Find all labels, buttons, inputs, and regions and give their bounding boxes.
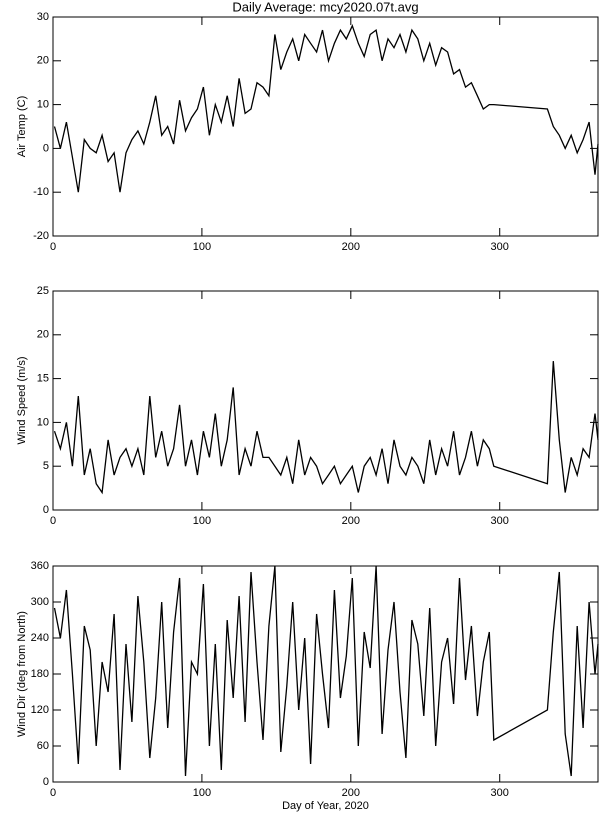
y-tick-label: 120	[31, 704, 49, 716]
x-tick-label: 300	[491, 515, 509, 527]
y-tick-label: 360	[31, 560, 49, 572]
data-line	[53, 24, 599, 193]
x-tick-label: 200	[342, 787, 360, 799]
plot-frame	[52, 16, 599, 237]
x-axis-label: Day of Year, 2020	[282, 800, 369, 812]
y-tick-label: 180	[31, 668, 49, 680]
x-tick-label: 300	[491, 787, 509, 799]
x-tick-label: 100	[193, 787, 211, 799]
y-tick-label: 30	[37, 11, 49, 23]
x-tick-label: 0	[50, 515, 56, 527]
y-tick-label: 300	[31, 596, 49, 608]
data-line	[53, 361, 599, 495]
y-tick-label: 0	[43, 504, 49, 516]
y-tick-label: 10	[37, 99, 49, 111]
y-tick-label: 10	[37, 416, 49, 428]
x-tick-label: 100	[193, 241, 211, 253]
y-tick-label: 20	[37, 55, 49, 67]
x-tick-label: 200	[342, 515, 360, 527]
y-axis-label: Air Temp (C)	[16, 96, 28, 158]
y-tick-label: 20	[37, 329, 49, 341]
y-axis-label: Wind Dir (deg from North)	[16, 611, 28, 737]
x-tick-label: 0	[50, 787, 56, 799]
data-line	[53, 565, 599, 777]
x-tick-label: 100	[193, 515, 211, 527]
x-tick-label: 200	[342, 241, 360, 253]
y-tick-label: -20	[33, 230, 49, 242]
y-tick-label: 60	[37, 740, 49, 752]
y-tick-label: -10	[33, 186, 49, 198]
y-tick-label: 25	[37, 285, 49, 297]
y-tick-label: 5	[43, 460, 49, 472]
y-tick-label: 0	[43, 776, 49, 788]
y-tick-label: 15	[37, 373, 49, 385]
y-tick-label: 0	[43, 142, 49, 154]
chart-title: Daily Average: mcy2020.07t.avg	[232, 0, 418, 14]
x-tick-label: 0	[50, 241, 56, 253]
plot-frame	[52, 290, 599, 511]
y-axis-label: Wind Speed (m/s)	[16, 356, 28, 444]
x-tick-label: 300	[491, 241, 509, 253]
y-tick-label: 240	[31, 632, 49, 644]
